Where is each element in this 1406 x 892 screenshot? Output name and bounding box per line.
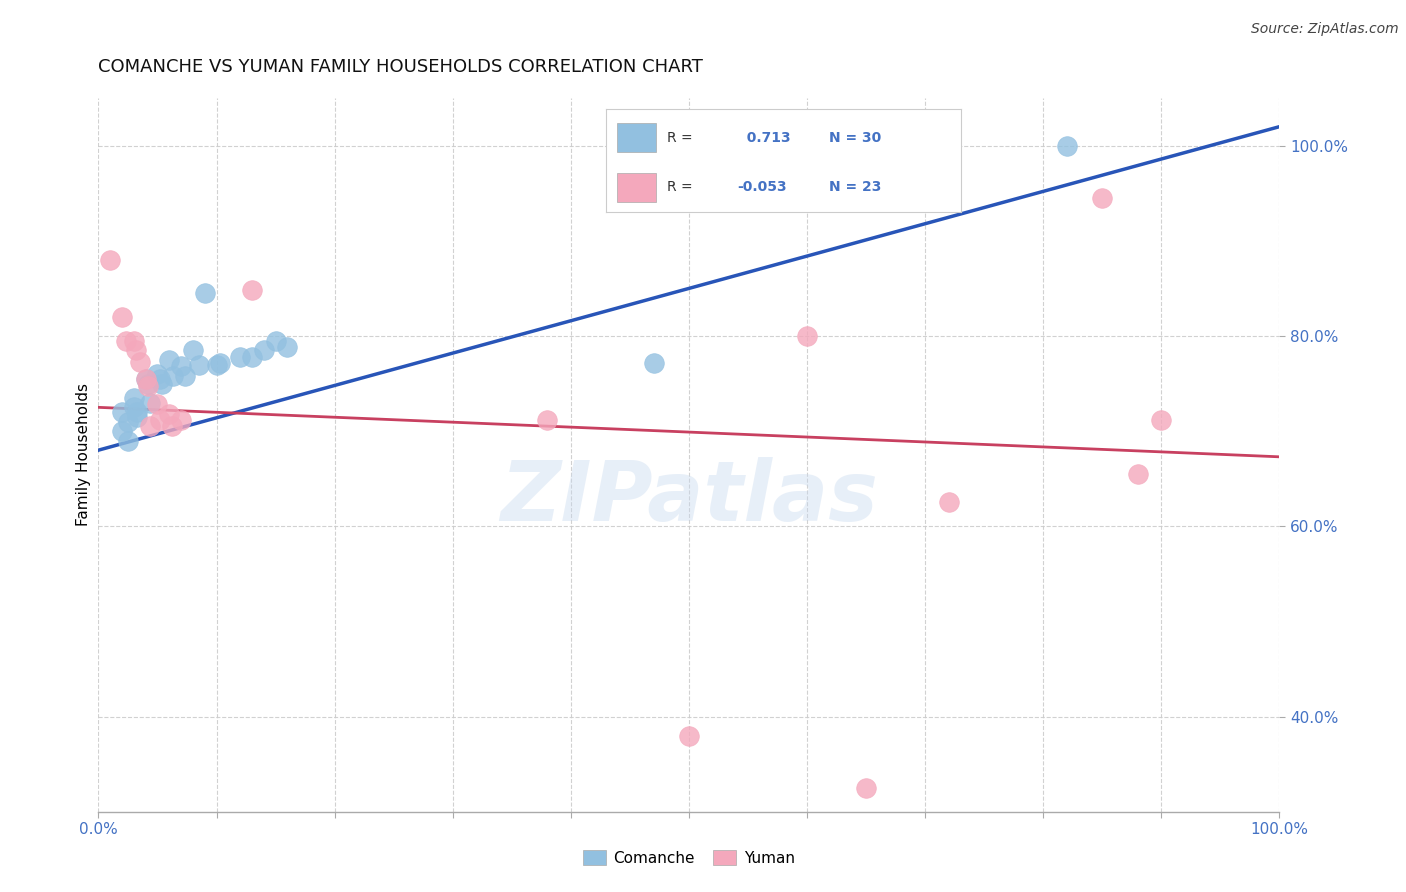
Text: Source: ZipAtlas.com: Source: ZipAtlas.com [1251, 22, 1399, 37]
Point [253, 343, 276, 358]
Point [117, 415, 139, 429]
Point [149, 413, 172, 427]
Point [162, 368, 184, 383]
Point [209, 356, 232, 370]
Point [938, 495, 960, 509]
Point [146, 397, 169, 411]
Point [187, 358, 209, 372]
Point [114, 334, 136, 348]
Point [146, 367, 169, 381]
Point [136, 379, 159, 393]
Point [122, 334, 145, 348]
Point [122, 401, 145, 415]
Point [1126, 467, 1149, 481]
Point [98, 252, 121, 267]
Point [796, 329, 818, 343]
Point [149, 372, 172, 386]
Point [240, 350, 263, 364]
Point [136, 376, 159, 391]
Point [643, 356, 665, 370]
Point [125, 343, 148, 358]
Point [139, 419, 162, 434]
Y-axis label: Family Households: Family Households [76, 384, 91, 526]
Point [264, 334, 287, 348]
Point [157, 407, 180, 421]
Point [1056, 138, 1078, 153]
Point [240, 283, 263, 297]
Point [1091, 191, 1114, 205]
Point [1150, 413, 1173, 427]
Text: COMANCHE VS YUMAN FAMILY HOUSEHOLDS CORRELATION CHART: COMANCHE VS YUMAN FAMILY HOUSEHOLDS CORR… [98, 58, 703, 76]
Point [276, 340, 298, 354]
Point [135, 372, 157, 386]
Point [127, 409, 149, 424]
Point [135, 372, 157, 386]
Point [160, 419, 183, 434]
Point [678, 729, 700, 743]
Point [536, 413, 558, 427]
Point [194, 286, 217, 301]
Point [170, 413, 193, 427]
Point [181, 343, 204, 358]
Point [150, 376, 173, 391]
Point [170, 359, 193, 374]
Point [111, 405, 134, 419]
Text: ZIPatlas: ZIPatlas [501, 458, 877, 538]
Point [157, 352, 180, 367]
Point [229, 350, 252, 364]
Point [128, 354, 150, 368]
Point [117, 434, 139, 448]
Point [122, 391, 145, 405]
Legend: Comanche, Yuman: Comanche, Yuman [576, 844, 801, 871]
Point [139, 395, 162, 409]
Point [173, 368, 195, 383]
Point [111, 424, 134, 438]
Point [127, 405, 149, 419]
Point [205, 358, 228, 372]
Point [855, 780, 877, 795]
Point [111, 310, 134, 324]
